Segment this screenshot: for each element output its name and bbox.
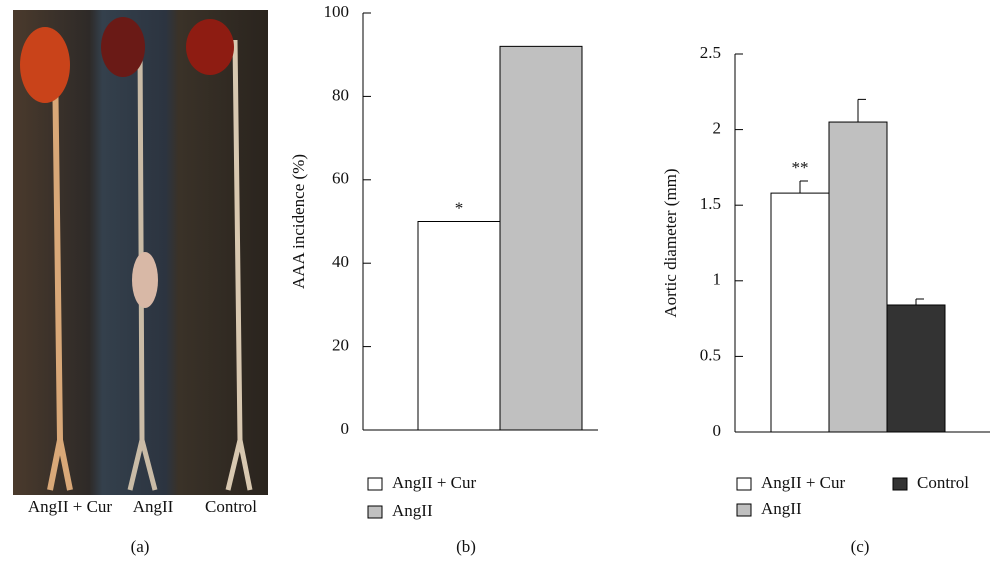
panel-caption: (c) [851,537,870,556]
y-tick-label: 0 [341,419,350,438]
error-bar [858,99,866,122]
bar [887,305,945,432]
legend-label: AngII [392,501,433,520]
bar [829,122,887,432]
legend-swatch [893,478,907,490]
y-tick-label: 80 [332,85,349,104]
y-tick-label: 40 [332,252,349,271]
figure: AngII + Cur AngII Control (a) 0204060801… [0,0,993,565]
photo-label: Control [205,497,257,516]
legend-label: AngII [761,499,802,518]
y-tick-label: 0.5 [700,345,721,364]
y-tick-label: 60 [332,169,349,188]
y-tick-label: 2 [713,119,722,138]
y-tick-label: 2.5 [700,43,721,62]
y-tick-label: 20 [332,336,349,355]
legend-label: Control [917,473,969,492]
photo-label: AngII + Cur [28,497,113,516]
bar [771,193,829,432]
legend-swatch [368,478,382,490]
error-bar [916,299,924,305]
panel-caption: (b) [456,537,476,556]
legend-swatch [368,506,382,518]
photo [13,10,268,495]
y-axis-label: Aortic diameter (mm) [661,168,680,317]
annotation: ** [792,158,809,177]
y-axis-label: AAA incidence (%) [289,154,308,289]
bar [418,222,500,431]
photo-label: AngII [133,497,174,516]
legend-label: AngII + Cur [392,473,477,492]
legend-label: AngII + Cur [761,473,846,492]
annotation: * [455,198,464,217]
panel-caption: (a) [131,537,150,556]
y-tick-label: 1 [713,270,722,289]
error-bar [800,181,808,193]
legend-swatch [737,504,751,516]
y-tick-label: 0 [713,421,722,440]
legend-swatch [737,478,751,490]
bar [500,46,582,430]
y-tick-label: 1.5 [700,194,721,213]
y-tick-label: 100 [324,2,350,21]
